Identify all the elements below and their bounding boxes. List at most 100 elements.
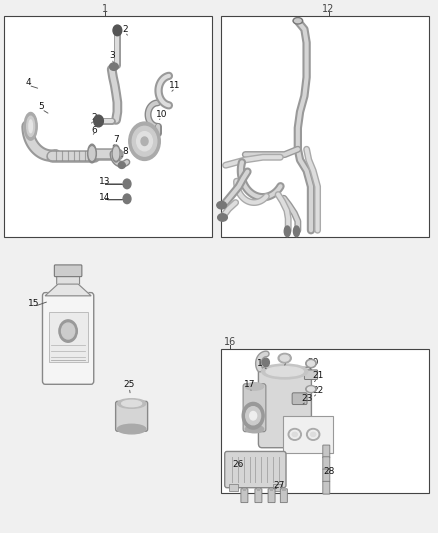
- Ellipse shape: [218, 214, 227, 221]
- Ellipse shape: [306, 359, 316, 368]
- Circle shape: [123, 194, 131, 204]
- Ellipse shape: [290, 431, 299, 438]
- Circle shape: [59, 320, 77, 342]
- Ellipse shape: [292, 432, 297, 437]
- FancyBboxPatch shape: [49, 312, 88, 362]
- Bar: [257, 488, 260, 491]
- Ellipse shape: [280, 355, 289, 361]
- Ellipse shape: [308, 431, 318, 438]
- Circle shape: [141, 137, 148, 146]
- Ellipse shape: [307, 429, 320, 440]
- Text: 27: 27: [274, 481, 285, 489]
- FancyBboxPatch shape: [323, 457, 330, 470]
- Text: 7: 7: [113, 135, 119, 144]
- Text: 9: 9: [148, 130, 154, 139]
- Ellipse shape: [118, 162, 125, 168]
- FancyBboxPatch shape: [243, 384, 266, 432]
- Ellipse shape: [266, 367, 303, 376]
- Bar: [270, 488, 273, 491]
- Text: 5: 5: [39, 102, 45, 111]
- Text: 18: 18: [257, 359, 268, 368]
- Circle shape: [137, 132, 152, 151]
- Bar: [4, 16, 212, 237]
- Text: 11: 11: [170, 81, 181, 90]
- Text: 2: 2: [92, 113, 97, 122]
- Ellipse shape: [110, 63, 118, 70]
- Text: 4: 4: [26, 78, 31, 87]
- Text: 26: 26: [232, 461, 244, 469]
- Text: 17: 17: [244, 381, 255, 389]
- FancyBboxPatch shape: [258, 367, 311, 448]
- Text: 21: 21: [312, 372, 323, 380]
- FancyBboxPatch shape: [42, 293, 94, 384]
- Bar: [282, 488, 286, 491]
- Bar: [229, 484, 238, 491]
- Circle shape: [262, 358, 269, 367]
- FancyBboxPatch shape: [323, 445, 330, 458]
- Circle shape: [132, 126, 157, 156]
- Ellipse shape: [311, 432, 316, 437]
- FancyBboxPatch shape: [280, 489, 287, 503]
- Bar: [243, 488, 246, 491]
- Ellipse shape: [27, 116, 35, 136]
- FancyBboxPatch shape: [292, 393, 307, 405]
- Text: 23: 23: [301, 394, 312, 403]
- Text: 14: 14: [99, 193, 111, 201]
- Bar: [221, 349, 429, 493]
- Ellipse shape: [306, 386, 316, 392]
- Ellipse shape: [117, 399, 146, 408]
- Text: 25: 25: [124, 381, 135, 389]
- Text: 28: 28: [324, 467, 335, 476]
- Circle shape: [246, 407, 261, 425]
- Ellipse shape: [261, 364, 307, 379]
- Ellipse shape: [89, 147, 95, 160]
- Circle shape: [113, 25, 122, 36]
- Ellipse shape: [307, 361, 314, 366]
- Text: 2: 2: [122, 25, 127, 34]
- Ellipse shape: [122, 400, 141, 407]
- FancyBboxPatch shape: [268, 489, 275, 503]
- FancyBboxPatch shape: [304, 370, 318, 379]
- Ellipse shape: [293, 226, 300, 237]
- Ellipse shape: [245, 425, 264, 433]
- Circle shape: [250, 411, 257, 420]
- Ellipse shape: [293, 18, 303, 24]
- Text: 16: 16: [224, 337, 236, 347]
- Ellipse shape: [307, 387, 314, 391]
- FancyBboxPatch shape: [54, 265, 82, 277]
- Ellipse shape: [278, 353, 291, 363]
- FancyBboxPatch shape: [323, 481, 330, 494]
- Ellipse shape: [29, 120, 32, 133]
- Text: 6: 6: [91, 126, 97, 135]
- FancyBboxPatch shape: [241, 489, 248, 503]
- Circle shape: [129, 122, 160, 160]
- FancyBboxPatch shape: [225, 451, 286, 488]
- Ellipse shape: [288, 429, 301, 440]
- Ellipse shape: [112, 145, 120, 162]
- Text: 3: 3: [109, 52, 115, 60]
- Bar: [283, 416, 333, 453]
- Text: 15: 15: [28, 300, 40, 308]
- Text: 19: 19: [281, 354, 293, 362]
- Text: 22: 22: [312, 386, 323, 394]
- Bar: [221, 16, 429, 237]
- Polygon shape: [45, 284, 91, 296]
- Circle shape: [61, 323, 74, 339]
- Text: 1: 1: [102, 4, 108, 14]
- Ellipse shape: [113, 147, 119, 160]
- FancyBboxPatch shape: [57, 272, 80, 287]
- Text: 12: 12: [322, 4, 335, 14]
- Text: 8: 8: [122, 148, 128, 156]
- Text: 24: 24: [246, 407, 258, 416]
- Circle shape: [242, 402, 264, 429]
- Ellipse shape: [284, 226, 290, 237]
- Text: 13: 13: [99, 177, 111, 185]
- Circle shape: [123, 179, 131, 189]
- Text: 10: 10: [156, 110, 168, 119]
- Ellipse shape: [217, 201, 226, 209]
- Ellipse shape: [88, 144, 96, 163]
- FancyBboxPatch shape: [323, 469, 330, 482]
- Ellipse shape: [24, 112, 37, 140]
- FancyBboxPatch shape: [255, 489, 262, 503]
- FancyBboxPatch shape: [116, 401, 148, 431]
